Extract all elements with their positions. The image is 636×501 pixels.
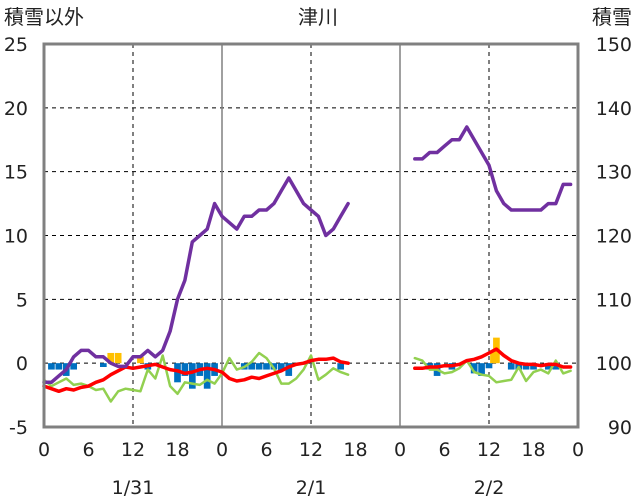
precip-bar — [248, 363, 256, 370]
precip-bar — [70, 363, 78, 370]
wind-line — [413, 356, 572, 384]
precip-bar — [530, 363, 537, 370]
precip-bar — [174, 363, 181, 383]
x-tick-label: 0 — [38, 439, 50, 461]
y-left-tick-label: 0 — [16, 353, 28, 375]
x-tick-label: 18 — [165, 439, 189, 461]
y-right-tick-label: 90 — [608, 417, 632, 439]
right-axis-label: 積雪 — [592, 5, 632, 29]
wind-line — [42, 351, 350, 403]
x-tick-label: 12 — [477, 439, 501, 461]
precip-bar — [188, 363, 196, 389]
precip-bar — [478, 363, 485, 376]
temperature-line — [42, 356, 350, 394]
date-label: 2/2 — [474, 477, 505, 499]
date-label: 1/31 — [112, 477, 155, 499]
chart-title: 津川 — [298, 5, 338, 29]
snowfall-bar — [137, 356, 144, 364]
precip-bar — [263, 363, 270, 370]
x-tick-label: 6 — [82, 439, 94, 461]
y-right-tick-label: 150 — [596, 34, 632, 56]
plot-frame — [42, 42, 580, 429]
snow-depth-line — [413, 125, 573, 212]
precip-bar — [203, 363, 211, 389]
precip-bar — [552, 363, 560, 370]
x-tick-label: 18 — [521, 439, 545, 461]
precip-bar — [470, 363, 478, 374]
x-tick-label: 6 — [438, 439, 450, 461]
precip-bar — [544, 363, 552, 370]
precip-bar — [99, 363, 107, 367]
y-right-tick-label: 110 — [596, 289, 632, 311]
grid-layer — [44, 44, 578, 427]
x-tick-label: 0 — [216, 439, 228, 461]
y-right-tick-label: 140 — [596, 98, 632, 120]
precip-bar — [485, 363, 493, 369]
y-left-tick-label: 10 — [4, 226, 28, 248]
x-tick-label: 18 — [343, 439, 367, 461]
y-left-tick-label: 15 — [4, 162, 28, 184]
precip-bar — [55, 363, 63, 370]
precip-bar — [277, 363, 285, 371]
y-right-tick-label: 100 — [596, 353, 632, 375]
y-left-tick-label: 5 — [16, 289, 28, 311]
precip-bar — [337, 363, 345, 370]
snowfall-bar — [114, 352, 122, 364]
snowfall-bar — [490, 350, 497, 364]
y-right-tick-label: 130 — [596, 162, 632, 184]
precip-bar — [285, 363, 293, 376]
y-right-tick-label: 120 — [596, 226, 632, 248]
precip-bar — [507, 363, 515, 370]
x-tick-label: 6 — [260, 439, 272, 461]
y-left-tick-label: 25 — [4, 34, 28, 56]
x-tick-label: 12 — [121, 439, 145, 461]
precip-bar — [48, 363, 55, 370]
y-left-tick-label: 20 — [4, 98, 28, 120]
precip-bar — [522, 363, 530, 370]
snow-depth-line — [42, 176, 350, 385]
temperature-line — [413, 347, 573, 371]
left-axis-label: 積雪以外 — [4, 5, 84, 29]
snowfall-bar — [107, 352, 115, 364]
x-tick-label: 12 — [299, 439, 323, 461]
series-layer — [42, 125, 573, 403]
precip-bar — [181, 363, 189, 376]
date-label: 2/1 — [296, 477, 327, 499]
x-tick-label: 0 — [572, 439, 584, 461]
x-tick-label: 0 — [394, 439, 406, 461]
y-left-tick-label: -5 — [9, 417, 28, 439]
precip-bar — [255, 363, 263, 370]
